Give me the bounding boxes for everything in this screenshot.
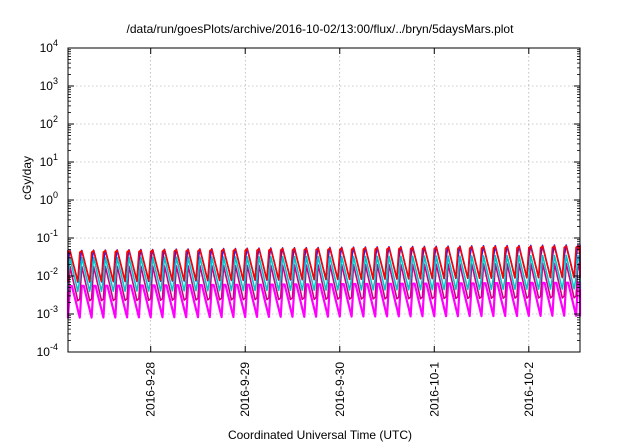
y-tick-label: 10-3	[37, 304, 58, 321]
x-tick-label: 2016-9-30	[333, 362, 347, 417]
y-tick-label: 103	[40, 76, 58, 93]
x-tick-label: 2016-10-1	[427, 362, 441, 417]
series-line	[67, 254, 581, 293]
y-tick-label: 102	[40, 114, 58, 131]
y-tick-label: 101	[40, 152, 58, 169]
series-layer	[66, 244, 582, 319]
ticks: 10-4 10-3 10-2 10-1 100 101 102 103 104 2016-9-28…	[37, 38, 580, 417]
y-tick-label: 100	[40, 190, 58, 207]
y-axis-label: cGy/day	[20, 155, 34, 200]
x-axis-label: Coordinated Universal Time (UTC)	[227, 428, 413, 442]
x-tick-label: 2016-9-29	[238, 362, 252, 417]
y-tick-label: 104	[40, 38, 58, 55]
x-tick-label: 2016-10-2	[522, 362, 536, 417]
series-line	[67, 245, 581, 283]
series-line	[67, 262, 581, 302]
x-tick-label: 2016-9-28	[144, 362, 158, 417]
chart-title: /data/run/goesPlots/archive/2016-10-02/1…	[126, 22, 514, 36]
series-line	[66, 281, 582, 319]
y-tick-label: 10-1	[37, 228, 58, 245]
y-tick-label: 10-2	[37, 266, 58, 283]
y-tick-label: 10-4	[37, 342, 58, 359]
